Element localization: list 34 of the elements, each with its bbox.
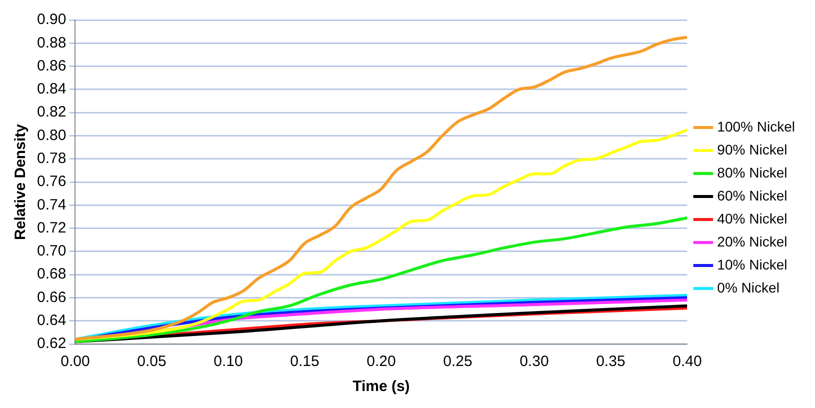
y-tick-label: 0.72 — [36, 219, 66, 236]
x-tick-label: 0.25 — [443, 353, 472, 370]
y-tick-label: 0.62 — [36, 335, 66, 352]
x-tick-label: 0.40 — [672, 353, 702, 370]
x-tick-label: 0.30 — [520, 353, 549, 370]
y-tick-label: 0.78 — [36, 150, 66, 167]
legend-label: 10% Nickel — [717, 256, 788, 272]
x-tick-label: 0.20 — [366, 353, 396, 370]
x-tick-label: 0.05 — [137, 353, 166, 370]
y-tick-label: 0.66 — [36, 288, 66, 306]
legend-label: 80% Nickel — [717, 164, 788, 180]
x-axis-title: Time (s) — [352, 378, 410, 396]
legend-label: 100% Nickel — [717, 118, 796, 134]
legend-label: 90% Nickel — [717, 141, 788, 158]
y-tick-label: 0.82 — [36, 104, 66, 121]
x-tick-label: 0.15 — [290, 353, 320, 370]
x-tick-label: 0.35 — [596, 353, 626, 370]
legend-label: 20% Nickel — [717, 233, 788, 250]
y-tick-label: 0.76 — [36, 173, 66, 190]
y-tick-label: 0.84 — [36, 80, 66, 98]
y-tick-label: 0.90 — [36, 11, 66, 28]
legend-label: 40% Nickel — [717, 210, 788, 226]
y-tick-label: 0.64 — [36, 312, 66, 329]
y-tick-label: 0.86 — [36, 57, 66, 74]
y-axis-title: Relative Density — [12, 123, 30, 240]
x-tick-label: 0.10 — [214, 353, 243, 370]
y-tick-label: 0.80 — [36, 126, 66, 144]
y-tick-label: 0.74 — [36, 196, 66, 214]
y-tick-label: 0.70 — [36, 242, 66, 260]
y-tick-label: 0.68 — [36, 266, 66, 283]
y-tick-label: 0.88 — [36, 34, 66, 52]
x-tick-label: 0.00 — [60, 353, 90, 370]
legend-label: 0% Nickel — [717, 279, 780, 296]
legend-label: 60% Nickel — [717, 187, 788, 204]
